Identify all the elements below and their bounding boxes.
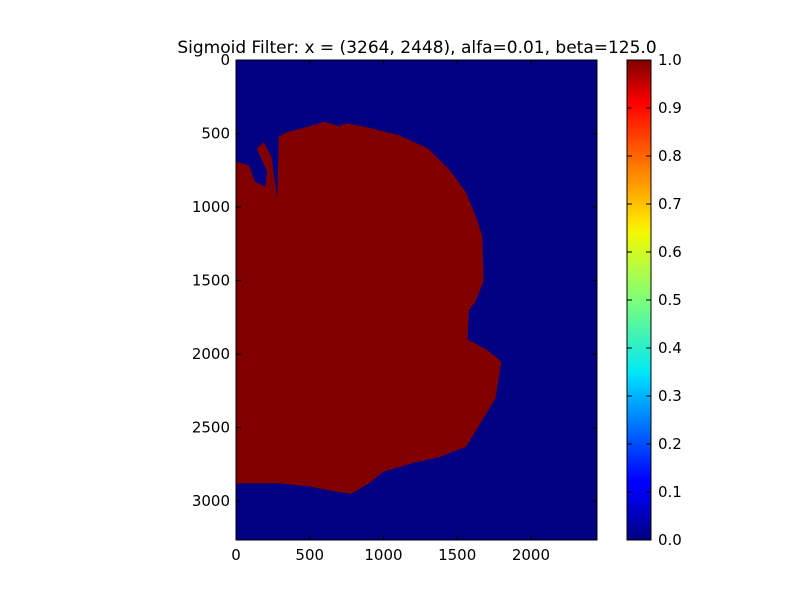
y-tick-label: 1000 [192, 198, 230, 216]
x-tick-label: 1500 [438, 546, 476, 564]
x-tick-label: 0 [231, 546, 241, 564]
colorbar-tick-label: 0.8 [658, 147, 682, 165]
colorbar-tick-label: 0.2 [658, 435, 682, 453]
colorbar: 0.0 0.1 0.2 0.3 0.4 0.5 0.6 0.7 0.8 0.9 1.0 [626, 51, 682, 549]
y-tick-label: 0 [220, 51, 230, 69]
colorbar-ticks: 0.0 0.1 0.2 0.3 0.4 0.5 0.6 0.7 0.8 0.9 1.0 [627, 51, 682, 549]
y-tick-label: 3000 [192, 492, 230, 510]
y-tick-label: 2500 [192, 419, 230, 437]
y-tick-label: 1500 [192, 272, 230, 290]
colorbar-tick-label: 0.6 [658, 243, 682, 261]
colorbar-tick-label: 0.0 [658, 531, 682, 549]
y-axis: 0 500 1000 1500 2000 2500 3000 [192, 51, 597, 510]
y-tick-label: 500 [201, 125, 230, 143]
x-tick-label: 2000 [512, 546, 550, 564]
plot-area [235, 59, 598, 541]
colorbar-tick-label: 0.9 [658, 99, 682, 117]
chart-title: Sigmoid Filter: x = (3264, 2448), alfa=0… [177, 38, 656, 58]
x-axis: 0 500 1000 1500 2000 [231, 60, 550, 564]
colorbar-tick-label: 0.4 [658, 339, 682, 357]
colorbar-tick-label: 0.7 [658, 195, 682, 213]
colorbar-tick-label: 1.0 [658, 51, 682, 69]
x-tick-label: 1000 [364, 546, 402, 564]
colorbar-tick-label: 0.3 [658, 387, 682, 405]
colorbar-tick-label: 0.5 [658, 291, 682, 309]
x-tick-label: 500 [295, 546, 324, 564]
filtered-region [236, 121, 502, 494]
plot-frame [235, 59, 598, 541]
colorbar-tick-label: 0.1 [658, 483, 682, 501]
y-tick-label: 2000 [192, 345, 230, 363]
